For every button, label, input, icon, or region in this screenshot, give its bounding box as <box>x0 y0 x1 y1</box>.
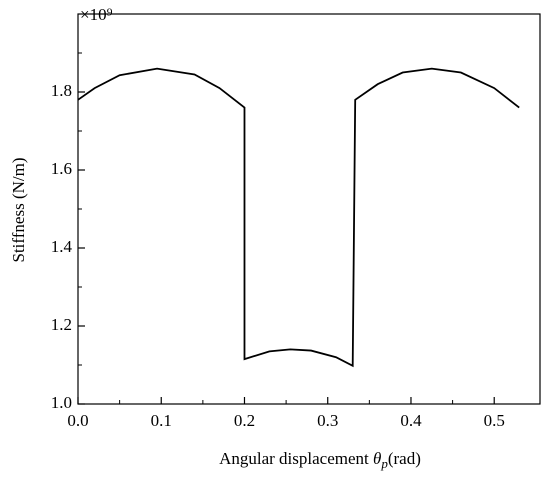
y-tick-label: 1.8 <box>51 81 72 100</box>
y-multiplier: ×10⁹ <box>80 5 113 24</box>
y-axis-label: Stiffness (N/m) <box>9 158 28 263</box>
y-tick-label: 1.2 <box>51 315 72 334</box>
x-tick-label: 0.0 <box>67 411 88 430</box>
x-tick-label: 0.4 <box>400 411 422 430</box>
y-tick-label: 1.6 <box>51 159 72 178</box>
x-label-symbol: θ <box>373 449 381 468</box>
x-tick-label: 0.3 <box>317 411 338 430</box>
y-tick-label: 1.4 <box>51 237 73 256</box>
x-tick-label: 0.5 <box>484 411 505 430</box>
x-tick-label: 0.2 <box>234 411 255 430</box>
x-label-subscript: p <box>380 456 388 471</box>
x-axis-label: Angular displacement θp(rad) <box>219 449 421 471</box>
x-label-text: Angular displacement <box>219 449 373 468</box>
x-tick-label: 0.1 <box>151 411 172 430</box>
x-label-unit: (rad) <box>388 449 421 468</box>
y-tick-label: 1.0 <box>51 393 72 412</box>
data-line <box>77 67 520 368</box>
plot-frame <box>77 13 541 405</box>
